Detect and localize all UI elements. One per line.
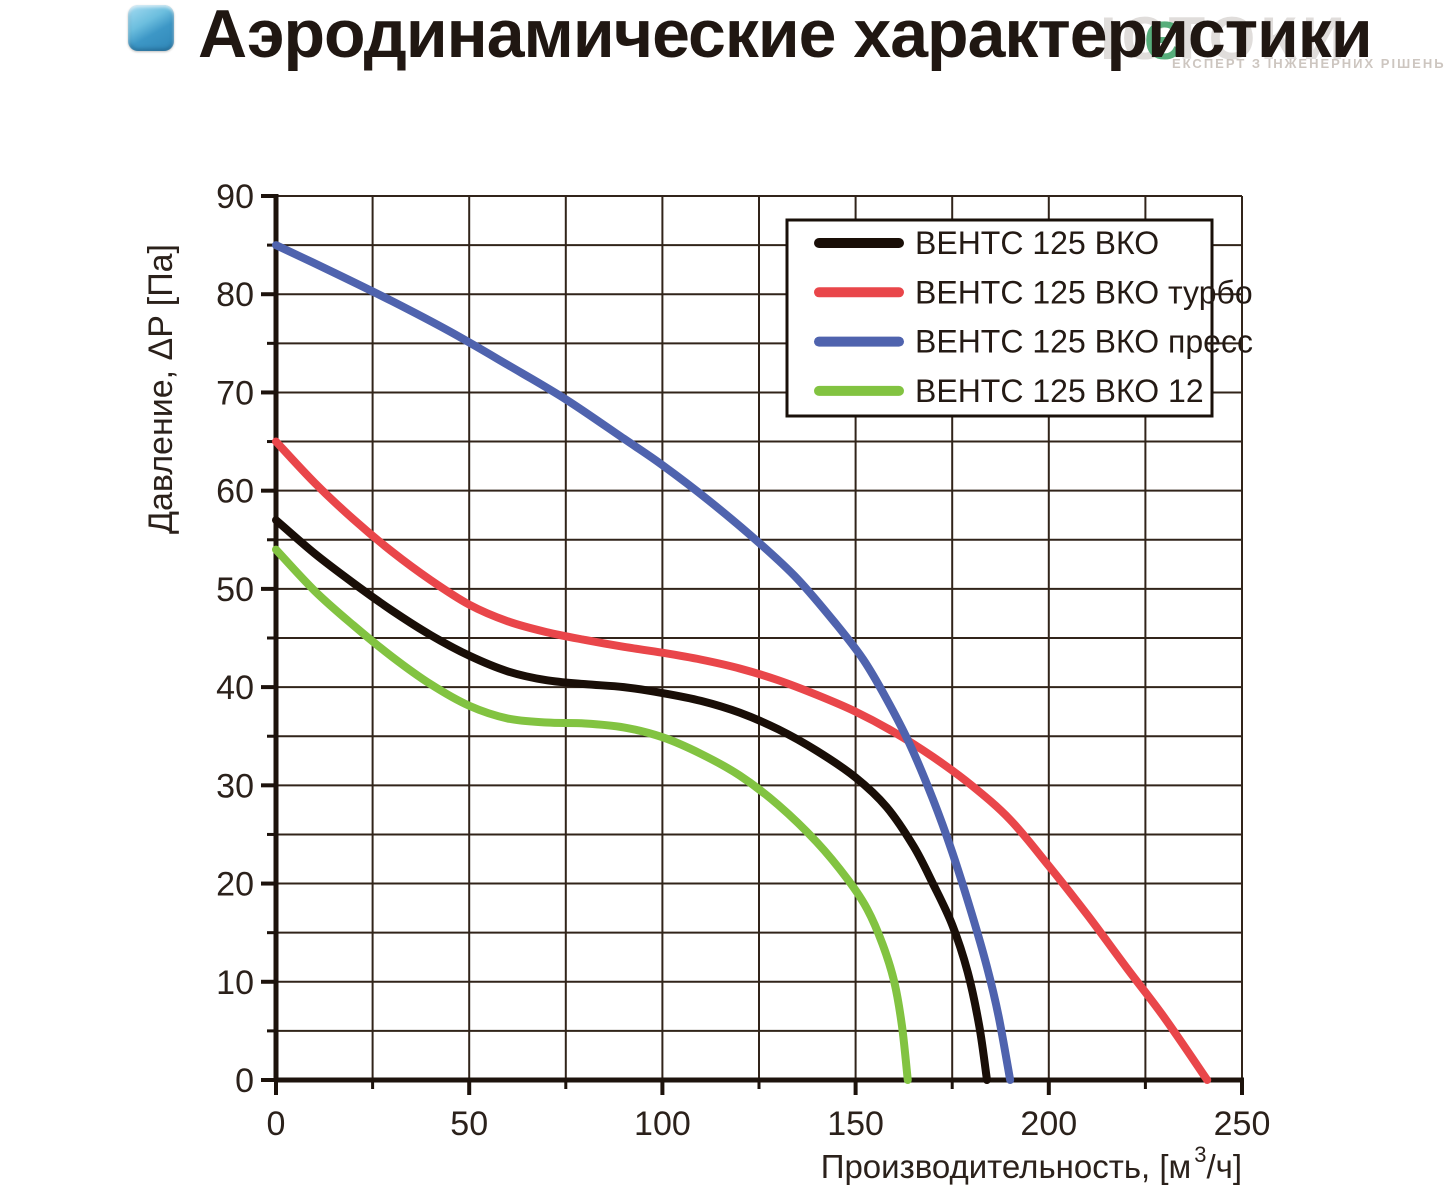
- legend-label-3: ВЕНТС 125 ВКО 12: [915, 373, 1204, 409]
- x-tick-label: 150: [827, 1105, 884, 1143]
- y-tick-label: 80: [216, 276, 254, 314]
- curve-series-3: [272, 545, 912, 1084]
- x-tick-label: 50: [450, 1105, 488, 1143]
- y-tick-label: 90: [216, 178, 254, 216]
- y-tick-label: 60: [216, 473, 254, 511]
- watermark-logo-icon: Є: [1144, 11, 1183, 71]
- bullet-square-icon: [128, 5, 174, 51]
- x-tick-label: 100: [634, 1105, 691, 1143]
- legend-box: [785, 218, 1214, 418]
- watermark-subtitle: ЕКСПЕРТ З ІНЖЕНЕРНИХ РІШЕНЬ: [1172, 56, 1446, 71]
- y-tick-label: 50: [216, 571, 254, 609]
- legend-label-1: ВЕНТС 125 ВКО турбо: [915, 274, 1253, 310]
- watermark-text: ІСТОКИ: [1100, 5, 1351, 72]
- curve-series-2: [272, 241, 1015, 1084]
- x-tick-label: 250: [1214, 1105, 1271, 1143]
- y-tick-label: 40: [216, 669, 254, 707]
- y-tick-label: 0: [235, 1062, 254, 1100]
- curve-series-1: [272, 437, 1212, 1084]
- page-title: Аэродинамические характеристики: [198, 0, 1373, 72]
- legend-label-2: ВЕНТС 125 ВКО пресс: [915, 324, 1253, 360]
- legend-label-0: ВЕНТС 125 ВКО: [915, 225, 1159, 261]
- y-tick-label: 20: [216, 866, 254, 904]
- y-tick-label: 10: [216, 964, 254, 1002]
- y-tick-label: 70: [216, 374, 254, 412]
- x-tick-label: 200: [1020, 1105, 1077, 1143]
- x-tick-label: 0: [267, 1105, 286, 1143]
- y-axis-title: Давление, ΔP [Па]: [142, 244, 180, 534]
- y-tick-label: 30: [216, 767, 254, 805]
- page-header: ІСТОКИ Є ЕКСПЕРТ З ІНЖЕНЕРНИХ РІШЕНЬ Аэр…: [0, 0, 1455, 90]
- x-axis-title: Производительность, [м 3/ч]: [821, 1142, 1242, 1185]
- curve-series-0: [272, 516, 991, 1084]
